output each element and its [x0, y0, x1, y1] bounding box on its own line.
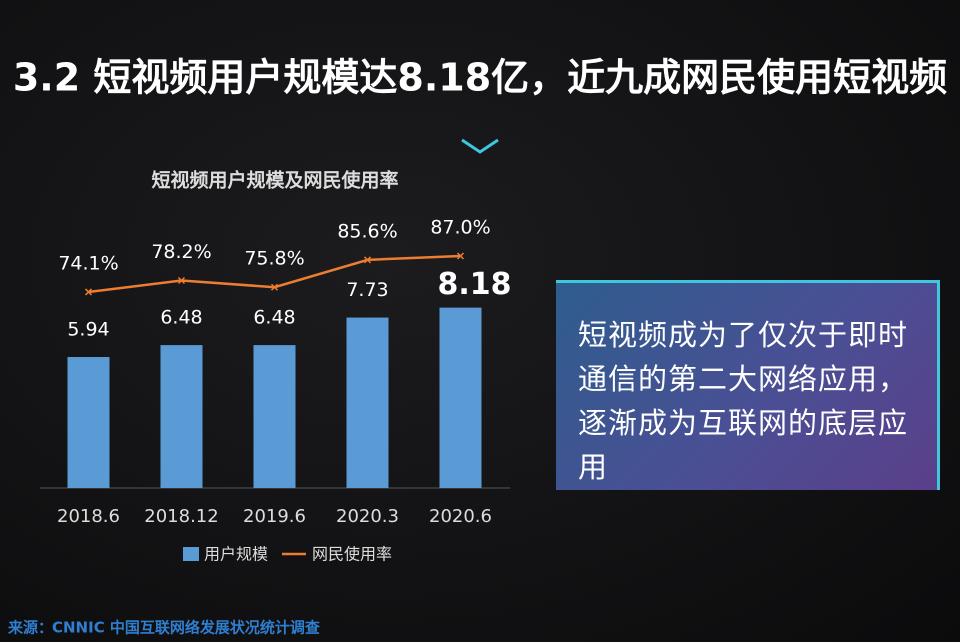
x-tick-label: 2019.6 — [243, 506, 306, 527]
slide-title: 3.2 短视频用户规模达8.18亿，近九成网民使用短视频 — [13, 56, 947, 100]
legend-label: 网民使用率 — [312, 545, 392, 564]
line-label: 78.2% — [151, 241, 211, 263]
bar-label: 6.48 — [253, 307, 295, 329]
x-tick-label: 2018.6 — [57, 506, 120, 527]
bar — [160, 345, 203, 488]
line-label: 87.0% — [430, 216, 490, 238]
x-tick-label: 2020.6 — [429, 506, 492, 527]
line-marker — [84, 288, 93, 296]
legend-swatch — [183, 547, 199, 561]
bar — [346, 317, 389, 488]
line-label: 74.1% — [58, 252, 118, 274]
line-marker — [363, 256, 372, 264]
source-text: CNNIC 中国互联网络发展状况统计调查 — [52, 619, 321, 637]
bar — [439, 307, 482, 488]
bar — [253, 345, 296, 488]
chevron — [461, 138, 499, 154]
x-tick-label: 2020.3 — [336, 506, 399, 527]
bar-label: 6.48 — [160, 307, 202, 329]
line-label: 75.8% — [244, 248, 304, 270]
line-marker — [456, 252, 465, 260]
line-label: 85.6% — [337, 220, 397, 242]
x-tick-label: 2018.12 — [144, 506, 218, 527]
bar-label: 7.73 — [346, 279, 388, 301]
source-label: 来源： — [7, 619, 53, 637]
chart-title: 短视频用户规模及网民使用率 — [151, 169, 398, 192]
legend-label: 用户规模 — [204, 545, 268, 564]
bar-label: 5.94 — [67, 319, 109, 341]
line-marker — [177, 276, 186, 285]
bar-label: 8.18 — [437, 267, 511, 302]
bar — [67, 357, 110, 488]
callout: 短视频成为了仅次于即时通信的第二大网络应用，逐渐成为互联网的底层应用 — [556, 280, 940, 490]
line-marker — [270, 283, 279, 291]
